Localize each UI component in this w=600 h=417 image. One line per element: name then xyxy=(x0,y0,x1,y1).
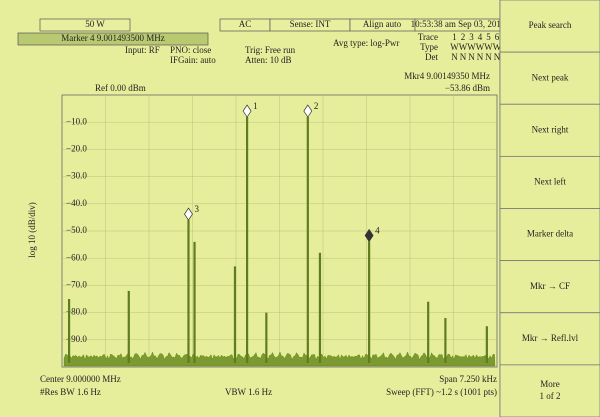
status-text: AC xyxy=(239,19,252,29)
softkey-label[interactable]: Next peak xyxy=(532,72,569,82)
softkey-label[interactable]: Marker delta xyxy=(527,229,573,239)
plot: −10.0 −20.0 −30.0 −40.0 −50.0 −60.0 −70.0 −80.0… xyxy=(62,95,497,367)
trace-cell: W xyxy=(484,42,493,52)
footer-text: Span 7.250 kHz xyxy=(439,374,497,384)
trace-cell: N xyxy=(485,52,492,62)
trace-cell: W xyxy=(493,42,502,52)
trace-cell: Trace xyxy=(418,32,438,42)
trace-cell: N xyxy=(468,52,475,62)
trace-cell: W xyxy=(450,42,459,52)
trace-cell: W xyxy=(459,42,468,52)
softkey[interactable]: Next peak xyxy=(499,51,600,105)
softkey-box[interactable] xyxy=(499,312,600,366)
softkey-box[interactable] xyxy=(499,260,600,314)
softkey-box[interactable] xyxy=(499,0,600,53)
setting: Trig: Free run xyxy=(245,45,296,55)
status-text: 50 W xyxy=(85,19,105,29)
marker-diamond xyxy=(242,104,252,118)
status-text: Sense: INT xyxy=(290,19,331,29)
trace-cell: Type xyxy=(420,42,438,52)
footer-text: #Res BW 1.6 Hz xyxy=(40,387,101,397)
y-axis-label: log 10 (dB/div) xyxy=(27,202,37,258)
trace-cell: 2 xyxy=(461,32,466,42)
y-tick-label: −90.0 xyxy=(66,334,87,344)
marker-frequency: Mkr4 9.00149350 MHz xyxy=(404,71,490,81)
y-tick-label: −60.0 xyxy=(66,252,87,262)
marker-label: 3 xyxy=(194,204,199,214)
softkey[interactable]: More 1 of 2 xyxy=(499,364,600,417)
y-tick-label: −10.0 xyxy=(66,116,87,126)
footer-text: Center 9.000000 MHz xyxy=(40,374,121,384)
marker-diamond xyxy=(184,207,193,221)
trace-cell: 5 xyxy=(486,32,491,42)
status-cell xyxy=(39,18,131,32)
trace-cell: 1 xyxy=(452,32,457,42)
softkey[interactable]: Mkr → Refl.lvl xyxy=(499,312,600,366)
softkey[interactable]: Marker delta xyxy=(499,208,600,262)
trace-cell: W xyxy=(467,42,476,52)
marker-diamond xyxy=(303,104,313,118)
marker-label: 1 xyxy=(253,101,258,111)
marker-label: 2 xyxy=(314,101,319,111)
softkey[interactable]: Next left xyxy=(499,155,600,209)
marker-label: 4 xyxy=(375,226,380,236)
trace-cell: N xyxy=(460,52,467,62)
reference-level: Ref 0.00 dBm xyxy=(95,83,146,93)
trace-cell: N xyxy=(477,52,484,62)
footer-text: VBW 1.6 Hz xyxy=(225,387,272,397)
softkey-box[interactable] xyxy=(499,364,600,417)
softkey-label[interactable]: Peak search xyxy=(529,20,572,30)
status-text: Align auto xyxy=(363,19,402,29)
softkey-box[interactable] xyxy=(499,208,600,262)
marker-bar-text: Marker 4 9.001493500 MHz xyxy=(61,33,164,43)
y-tick-label: −50.0 xyxy=(66,225,87,235)
trace-cell: W xyxy=(476,42,485,52)
setting: PNO: close xyxy=(170,45,211,55)
trace-cell: 3 xyxy=(469,32,474,42)
softkey[interactable]: Next right xyxy=(499,103,600,157)
trace-cell: 6 xyxy=(495,32,500,42)
trace-cell: N xyxy=(494,52,501,62)
softkey-label[interactable]: Next right xyxy=(532,124,569,134)
y-tick-label: −70.0 xyxy=(66,279,87,289)
softkey-box[interactable] xyxy=(499,103,600,157)
y-tick-label: −20.0 xyxy=(66,143,87,153)
marker-bar xyxy=(17,32,209,46)
setting: Avg type: log-Pwr xyxy=(333,38,399,48)
softkey-label[interactable]: More xyxy=(540,379,560,389)
setting: IFGain: auto xyxy=(170,55,216,65)
trace-cell: 4 xyxy=(478,32,483,42)
softkey-label[interactable]: Next left xyxy=(534,177,566,187)
trace-cell: Det xyxy=(425,52,438,62)
y-tick-label: −80.0 xyxy=(66,307,87,317)
noise-floor xyxy=(63,351,496,367)
softkey-label[interactable]: Mkr → CF xyxy=(530,281,570,291)
trace-cell: N xyxy=(451,52,458,62)
marker-level: −53.86 dBm xyxy=(445,83,490,93)
softkey-sublabel[interactable]: 1 of 2 xyxy=(540,391,561,401)
setting: Atten: 10 dB xyxy=(245,55,292,65)
footer-text: Sweep (FFT) ~1.2 s (1001 pts) xyxy=(386,387,497,397)
softkey-box[interactable] xyxy=(499,155,600,209)
softkey-panel: Peak search Next peak Next right Next left M… xyxy=(499,0,600,417)
softkey[interactable]: Peak search xyxy=(499,0,600,53)
setting: Input: RF xyxy=(125,45,160,55)
status-text: 10:53:38 am Sep 03, 2015 xyxy=(411,19,506,29)
y-tick-label: −30.0 xyxy=(66,171,87,181)
softkey[interactable]: Mkr → CF xyxy=(499,260,600,314)
y-tick-label: −40.0 xyxy=(66,198,87,208)
softkey-label[interactable]: Mkr → Refl.lvl xyxy=(522,333,579,343)
softkey-box[interactable] xyxy=(499,51,600,105)
marker-diamond xyxy=(364,228,374,243)
